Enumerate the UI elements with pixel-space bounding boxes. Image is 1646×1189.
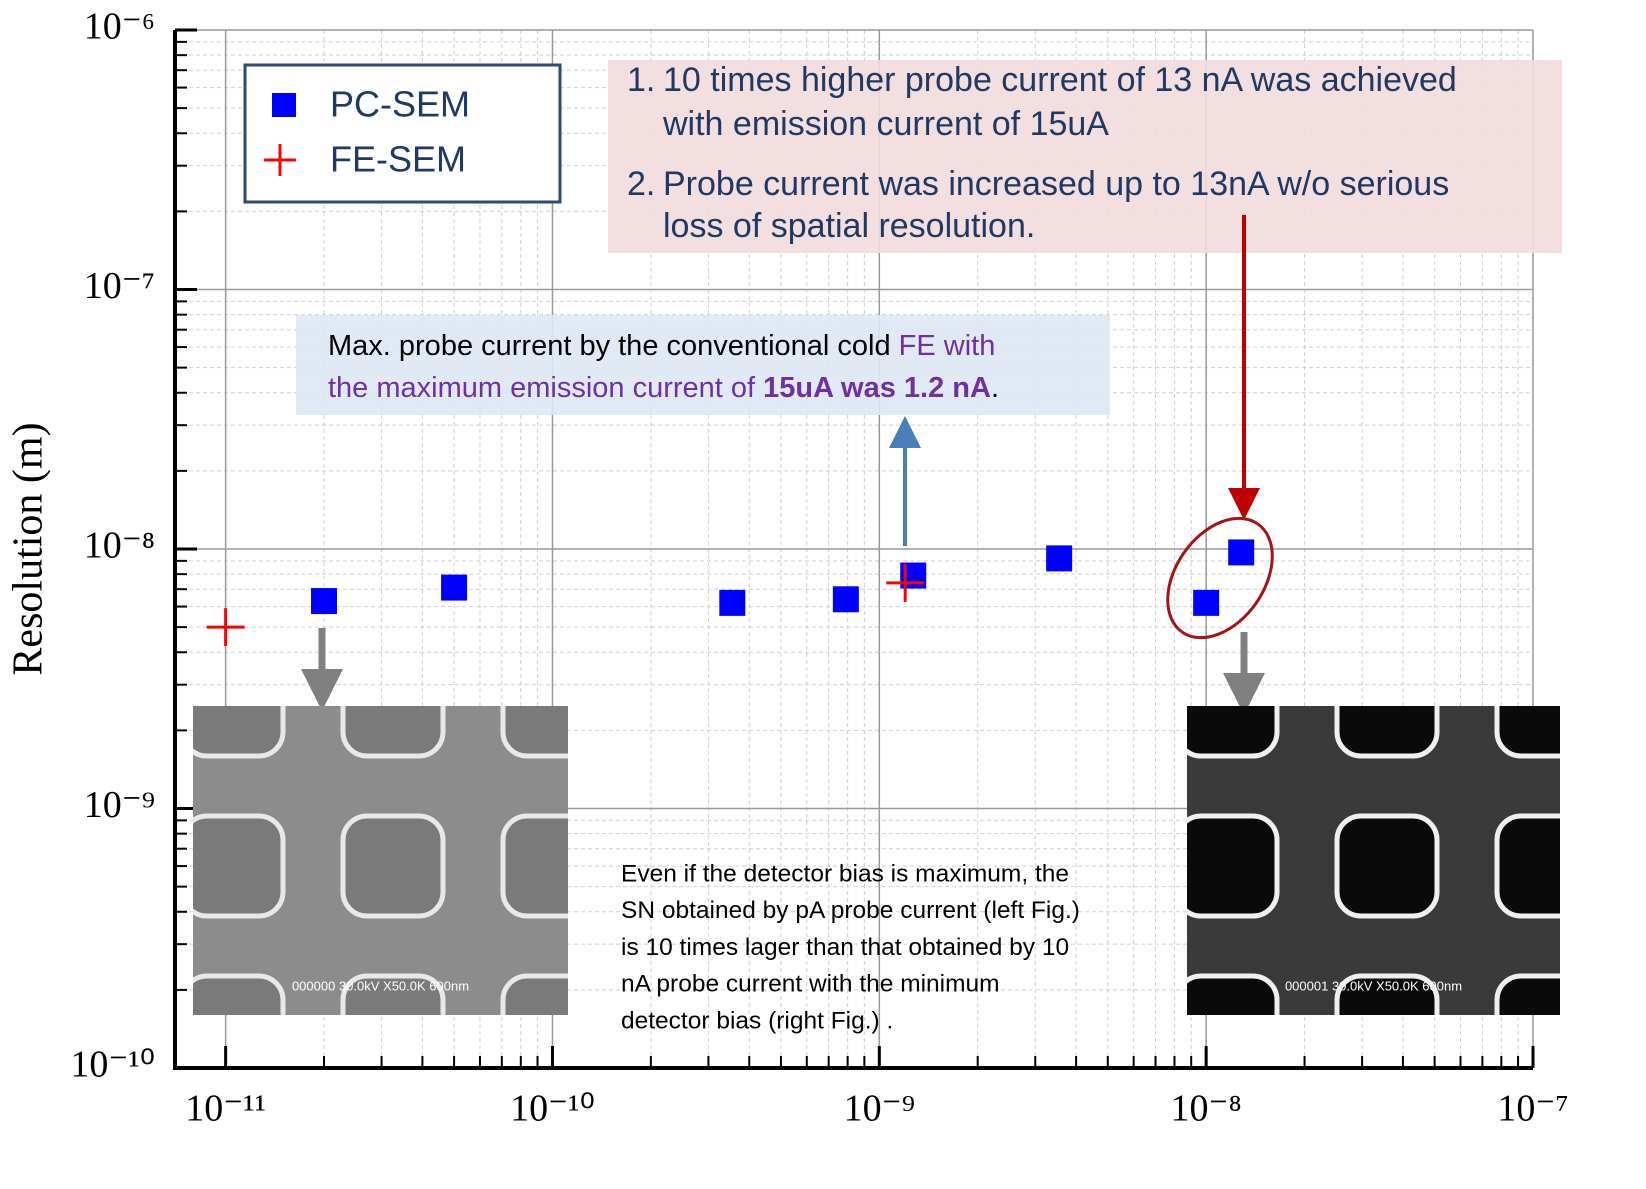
point <box>1046 545 1073 572</box>
conventional-text: Max. probe current by the conventional c… <box>328 330 995 362</box>
hole <box>193 973 286 1015</box>
hole <box>193 706 286 759</box>
point <box>206 608 245 647</box>
hole <box>500 813 568 919</box>
hole <box>1187 813 1280 919</box>
note-text: nA probe current with the minimum <box>621 971 1000 998</box>
hole <box>1334 813 1440 919</box>
hole <box>500 973 568 1015</box>
hole <box>340 973 446 1015</box>
text-segment: . <box>991 372 999 404</box>
note-text: SN obtained by pA probe current (left Fi… <box>621 897 1080 924</box>
hole <box>1494 973 1560 1015</box>
point <box>441 574 468 601</box>
x-tick-label: 10⁻⁷ <box>1497 1088 1568 1130</box>
highlight-ellipse <box>1166 516 1274 640</box>
x-tick-label: 10⁻⁸ <box>1171 1088 1242 1130</box>
sem-image: 000001 30.0kV X50.0K 600nm <box>1187 706 1560 1015</box>
achievement-box <box>608 60 1562 253</box>
text-segment: Max. probe current by the conventional c… <box>328 330 899 362</box>
image-caption: 000001 30.0kV X50.0K 600nm <box>1285 978 1462 993</box>
point <box>719 589 746 616</box>
y-tick-label: 10⁻⁷ <box>84 265 155 307</box>
legend-marker <box>264 144 296 176</box>
x-tick-label: 10⁻¹¹ <box>185 1088 266 1130</box>
list-number: 2. <box>627 165 655 203</box>
holes <box>1187 706 1560 1015</box>
x-tick-label: 10⁻¹⁰ <box>510 1088 595 1130</box>
y-tick-label: 10⁻⁹ <box>84 784 155 826</box>
list-text: 10 times higher probe current of 13 nA w… <box>663 61 1457 99</box>
point <box>1193 589 1220 616</box>
y-tick-label: 10⁻⁶ <box>84 6 155 48</box>
hole <box>500 706 568 759</box>
legend-box <box>243 63 562 204</box>
legend-label: PC-SEM <box>330 84 470 125</box>
point <box>832 586 859 613</box>
point <box>1228 539 1255 566</box>
list-text: loss of spatial resolution. <box>663 207 1035 245</box>
list-text: with emission current of 15uA <box>662 105 1109 143</box>
conventional-text: the maximum emission current of 15uA was… <box>328 372 999 404</box>
annotations: 1. 10 times higher probe current of 13 nA… <box>193 60 1562 1034</box>
image-caption: 000000 30.0kV X50.0K 600nm <box>292 978 469 993</box>
text-segment: FE with <box>899 330 996 362</box>
list-text: Probe current was increased up to 13nA w… <box>663 165 1449 203</box>
note-text: Even if the detector bias is maximum, th… <box>621 860 1069 887</box>
hole <box>1187 973 1280 1015</box>
x-tick-label: 10⁻⁹ <box>844 1088 915 1130</box>
point <box>311 588 338 615</box>
text-segment: 15uA was 1.2 nA <box>763 372 991 404</box>
note-text: detector bias (right Fig.) . <box>621 1007 893 1034</box>
hole <box>1494 813 1560 919</box>
text-segment: the maximum emission current of <box>328 372 763 404</box>
hole <box>1494 706 1560 759</box>
hole <box>1334 706 1440 759</box>
hole <box>340 813 446 919</box>
sem-image: 000000 30.0kV X50.0K 600nm <box>193 706 568 1015</box>
hole <box>1334 973 1440 1015</box>
legend-label: FE-SEM <box>330 139 466 180</box>
y-tick-label: 10⁻⁸ <box>84 525 155 567</box>
y-tick-label: 10⁻¹⁰ <box>70 1044 155 1086</box>
y-axis-label: Resolution (m) <box>6 422 52 675</box>
holes <box>193 706 568 1015</box>
hole <box>1187 706 1280 759</box>
hole <box>340 706 446 759</box>
hole <box>193 813 286 919</box>
point <box>886 563 925 602</box>
conventional-box <box>296 315 1110 415</box>
list-number: 1. <box>627 61 655 99</box>
legend-marker <box>272 93 296 117</box>
note-text: is 10 times lager than that obtained by … <box>621 934 1069 961</box>
